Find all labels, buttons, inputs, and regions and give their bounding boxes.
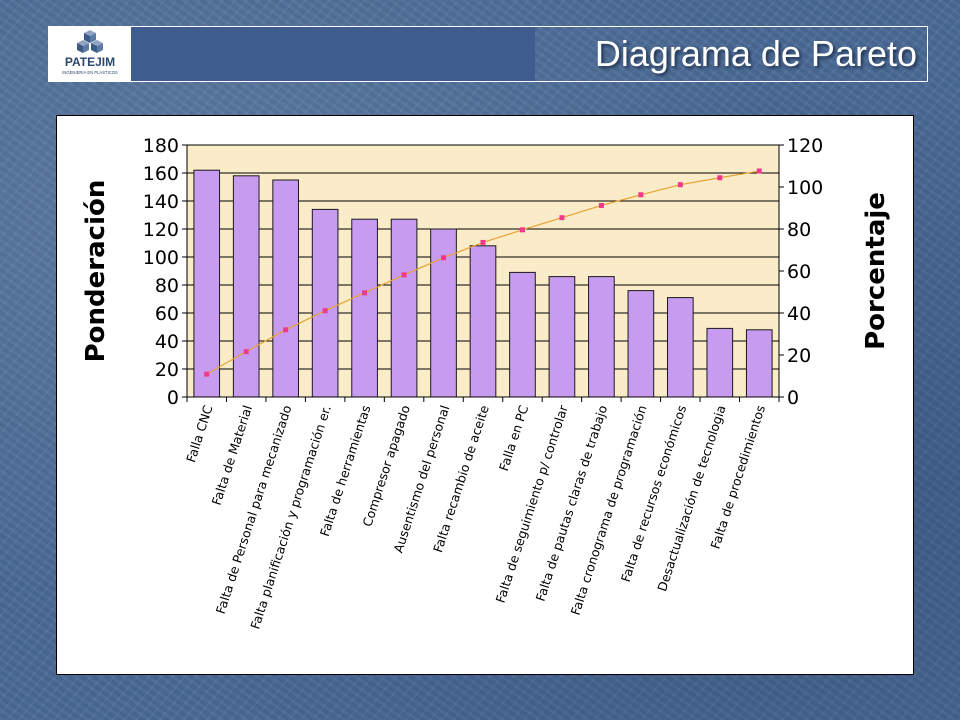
logo-tagline: INGENIERIA EN PLASTICOS [62,70,118,75]
cumulative-point [322,308,328,314]
page-title: Diagrama de Pareto [594,33,917,74]
bar [232,175,260,398]
bar [193,169,221,398]
logo-name: PATEJIM [65,55,115,69]
y-axis-label-right: Porcentaje [861,192,891,350]
bar [272,179,299,398]
y-axis-label-left: Ponderación [81,180,111,363]
cumulative-point [243,349,249,355]
y-tick-label-left: 120 [143,219,179,241]
header-band [131,27,535,81]
x-tick-label: Falta de seguimiento p/ controlar [493,402,571,604]
cumulative-point [519,227,525,233]
y-tick-label-right: 120 [787,135,823,157]
y-tick-label-left: 160 [143,163,179,185]
cumulative-point [677,182,683,188]
cumulative-point [598,202,604,208]
y-tick-label-right: 100 [787,177,823,199]
y-tick-label-left: 80 [155,275,179,297]
x-tick-label: Falta de pautas claras de trabajo [533,403,611,603]
company-logo: PATEJIM INGENIERIA EN PLASTICOS [49,27,132,81]
y-tick-label-right: 40 [787,303,811,325]
x-tick-label: Falta de Personal para mecanizado [213,403,295,615]
cumulative-point [401,272,407,278]
bar [469,245,497,398]
bar [548,276,576,398]
y-tick-label-left: 140 [143,191,179,213]
cumulative-line [204,168,762,377]
slide-header: PATEJIM INGENIERIA EN PLASTICOS Diagrama… [48,26,928,82]
bar [311,208,339,398]
x-tick-label: Falla CNC [183,403,216,464]
y-tick-label-left: 60 [155,303,179,325]
y-tick-label-left: 0 [167,387,179,409]
bar [706,327,734,398]
y-tick-label-left: 20 [155,359,179,381]
axes [182,144,784,402]
cumulative-point [441,255,447,261]
chart-frame: 0 20 40 60 80 100 120 140 160 180 0 20 40 60 80 100 120 F… [56,115,914,675]
x-tick-label: Falla en PC [496,403,531,473]
logo-cubes-icon: PATEJIM INGENIERIA EN PLASTICOS [62,30,118,75]
cumulative-point [756,168,762,174]
y-tick-label-left: 100 [143,247,179,269]
x-tick-label: Falta cronograma de programación [568,403,650,617]
cumulative-point [559,215,565,221]
pareto-chart: 0 20 40 60 80 100 120 140 160 180 0 20 40 60 80 100 120 F… [81,135,891,631]
cumulative-point [480,239,486,245]
cumulative-point [362,290,368,296]
bar [745,329,773,398]
cumulative-point [204,371,210,377]
bar [588,276,615,398]
bar [667,297,694,398]
x-tick-label: Falta planificación y programación er. [247,403,334,631]
cumulative-point [717,175,723,181]
y-tick-label-right: 0 [787,387,799,409]
bar [627,290,655,398]
y-tick-label-right: 80 [787,219,811,241]
y-tick-label-left: 40 [155,331,179,353]
bar [390,218,418,398]
cumulative-point [283,327,289,333]
bar [351,218,378,398]
cumulative-point [638,192,644,198]
bar [509,271,536,398]
x-tick-label: Falta de Material [209,403,255,507]
y-tick-label-right: 60 [787,261,811,283]
y-tick-label-left: 180 [143,135,179,157]
y-tick-label-right: 20 [787,345,811,367]
